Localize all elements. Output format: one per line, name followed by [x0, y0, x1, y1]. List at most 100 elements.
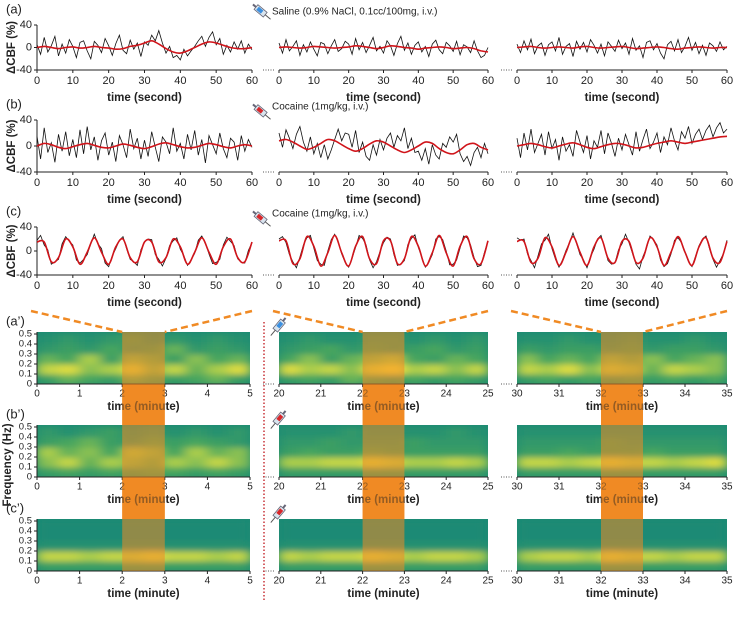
x-tick-label: 20	[273, 576, 285, 587]
power-cell	[164, 426, 187, 438]
power-cell	[466, 426, 488, 438]
zoom-connector	[272, 309, 363, 334]
x-tick-label: 21	[315, 576, 327, 587]
power-cell	[185, 436, 208, 448]
y-axis-label: Frequency (Hz)	[2, 423, 14, 506]
x-tick-label: 5	[247, 482, 253, 493]
power-cell	[228, 540, 250, 552]
x-tick-label: 10	[546, 75, 558, 87]
y-tick-label: 0	[27, 472, 32, 483]
power-cell	[206, 520, 230, 532]
x-tick-label: 50	[447, 280, 459, 292]
power-cell	[517, 520, 539, 532]
x-tick-label: 30	[616, 75, 628, 87]
power-cell	[466, 343, 488, 355]
x-tick-label: 30	[616, 177, 628, 189]
y-tick-label: 0	[27, 379, 32, 390]
x-tick-label: 1	[77, 389, 83, 400]
power-cell	[279, 560, 301, 571]
x-tick-label: 60	[721, 280, 733, 292]
x-tick-label: 20	[581, 75, 593, 87]
power-cell	[299, 343, 322, 355]
power-cell	[37, 520, 59, 532]
zoom-connector	[510, 309, 602, 334]
power-cell	[79, 550, 102, 562]
power-cell	[320, 373, 343, 384]
power-cell	[37, 446, 59, 458]
x-tick-label: 40	[412, 75, 424, 87]
power-cell	[403, 560, 426, 571]
power-cell	[79, 426, 102, 438]
x-tick-label: 31	[553, 576, 565, 587]
power-cell	[299, 333, 322, 345]
x-tick-label: 5	[247, 389, 253, 400]
power-cell	[299, 426, 322, 438]
highlight-overlay	[362, 332, 405, 571]
x-tick-label: 0	[276, 75, 282, 87]
power-cell	[642, 466, 665, 477]
power-cell	[185, 560, 208, 571]
power-cell	[320, 426, 343, 438]
x-tick-label: 50	[447, 177, 459, 189]
power-cell	[517, 343, 539, 355]
power-cell	[100, 446, 123, 458]
power-cell	[299, 363, 322, 375]
power-cell	[299, 466, 322, 477]
power-cell	[79, 560, 102, 571]
x-axis-label: time (minute)	[347, 588, 419, 600]
power-cell	[279, 530, 301, 542]
x-tick-label: 1	[77, 576, 83, 587]
x-tick-label: 10	[67, 280, 79, 292]
power-cell	[424, 333, 447, 345]
power-cell	[57, 436, 81, 448]
power-cell	[37, 436, 59, 448]
power-cell	[320, 456, 343, 468]
y-axis-label: ΔCBF (%)	[6, 21, 18, 74]
power-cell	[579, 456, 602, 468]
power-cell	[79, 353, 102, 365]
highlight-overlay	[122, 332, 165, 571]
power-cell	[228, 466, 250, 477]
x-tick-label: 20	[581, 280, 593, 292]
x-tick-label: 60	[246, 75, 258, 87]
panel-label: (a’)	[6, 313, 25, 328]
x-tick-label: 35	[721, 389, 733, 400]
power-cell	[403, 466, 426, 477]
power-cell	[100, 333, 123, 345]
power-cell	[206, 560, 230, 571]
power-cell	[100, 530, 123, 542]
zoom-connector	[642, 309, 728, 334]
x-tick-label: 0	[34, 389, 40, 400]
power-cell	[79, 343, 102, 355]
x-tick-label: 60	[482, 280, 494, 292]
power-cell	[206, 550, 230, 562]
x-tick-label: 20	[103, 75, 115, 87]
panel-label: (b)	[6, 96, 22, 111]
power-cell	[403, 446, 426, 458]
x-tick-label: 50	[210, 177, 222, 189]
x-tick-label: 34	[679, 389, 691, 400]
x-axis-label: time (second)	[346, 194, 421, 206]
power-cell	[424, 560, 447, 571]
y-tick-label: 0.4	[19, 526, 32, 537]
power-cell	[228, 446, 250, 458]
fit-trace	[36, 141, 253, 150]
y-tick-label: 0.1	[19, 556, 32, 567]
power-cell	[684, 530, 707, 542]
power-cell	[642, 560, 665, 571]
power-cell	[445, 530, 468, 542]
power-cell	[558, 343, 581, 355]
x-tick-label: 33	[637, 482, 649, 493]
power-cell	[705, 436, 727, 448]
syringe-icon	[252, 210, 271, 227]
power-cell	[37, 353, 59, 365]
power-cell	[466, 373, 488, 384]
power-cell	[228, 343, 250, 355]
power-cell	[37, 363, 59, 375]
power-cell	[37, 550, 59, 562]
power-cell	[517, 560, 539, 571]
x-tick-label: 0	[34, 280, 40, 292]
power-cell	[79, 456, 102, 468]
y-tick-label: 0.5	[19, 329, 32, 340]
power-cell	[445, 540, 468, 552]
